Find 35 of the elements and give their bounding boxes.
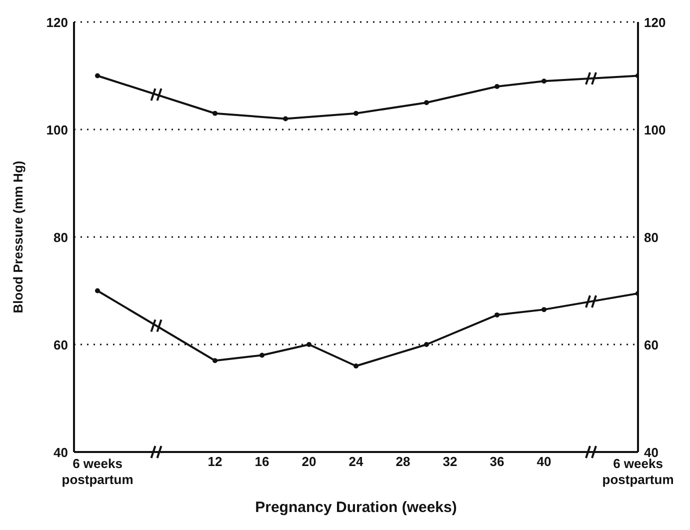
point: [95, 288, 100, 294]
point: [424, 342, 429, 347]
point: [494, 84, 500, 89]
y2-tick-label: 80: [644, 230, 658, 245]
x-tick-label: 16: [254, 454, 270, 469]
point: [542, 307, 546, 312]
x-tick-label: 40: [536, 454, 552, 469]
x-tick-label: 12: [208, 454, 222, 469]
point: [542, 78, 546, 84]
point: [494, 312, 500, 318]
x-tick-label: 24: [348, 454, 364, 469]
point: [306, 342, 312, 347]
y-axis-title: Blood Pressure (mm Hg): [10, 160, 26, 314]
point: [354, 364, 358, 368]
point: [283, 116, 288, 122]
point: [95, 73, 100, 78]
y-tick-label: 60: [54, 338, 68, 352]
point: [212, 110, 218, 116]
y2-tick-label: 60: [644, 338, 658, 352]
x-tick-label: 20: [302, 454, 316, 469]
text: 6 weeks postpartum: [62, 456, 134, 487]
point: [354, 110, 358, 116]
x-tick-label: 28: [396, 454, 410, 469]
x-axis-title: Pregnancy Duration (weeks): [255, 499, 457, 516]
point: [212, 358, 218, 364]
x-tick-label: 36: [490, 454, 504, 469]
point: [424, 100, 429, 106]
text: 6 weeks postpartum: [602, 456, 674, 487]
y2-tick-label: 120: [644, 15, 666, 30]
y-tick-label: 80: [54, 230, 68, 245]
x-tick-label: 32: [442, 454, 458, 469]
point: [260, 352, 264, 358]
y-tick-label: 120: [46, 15, 68, 30]
y-tick-label: 100: [46, 122, 68, 138]
y2-tick-label: 100: [644, 122, 666, 138]
